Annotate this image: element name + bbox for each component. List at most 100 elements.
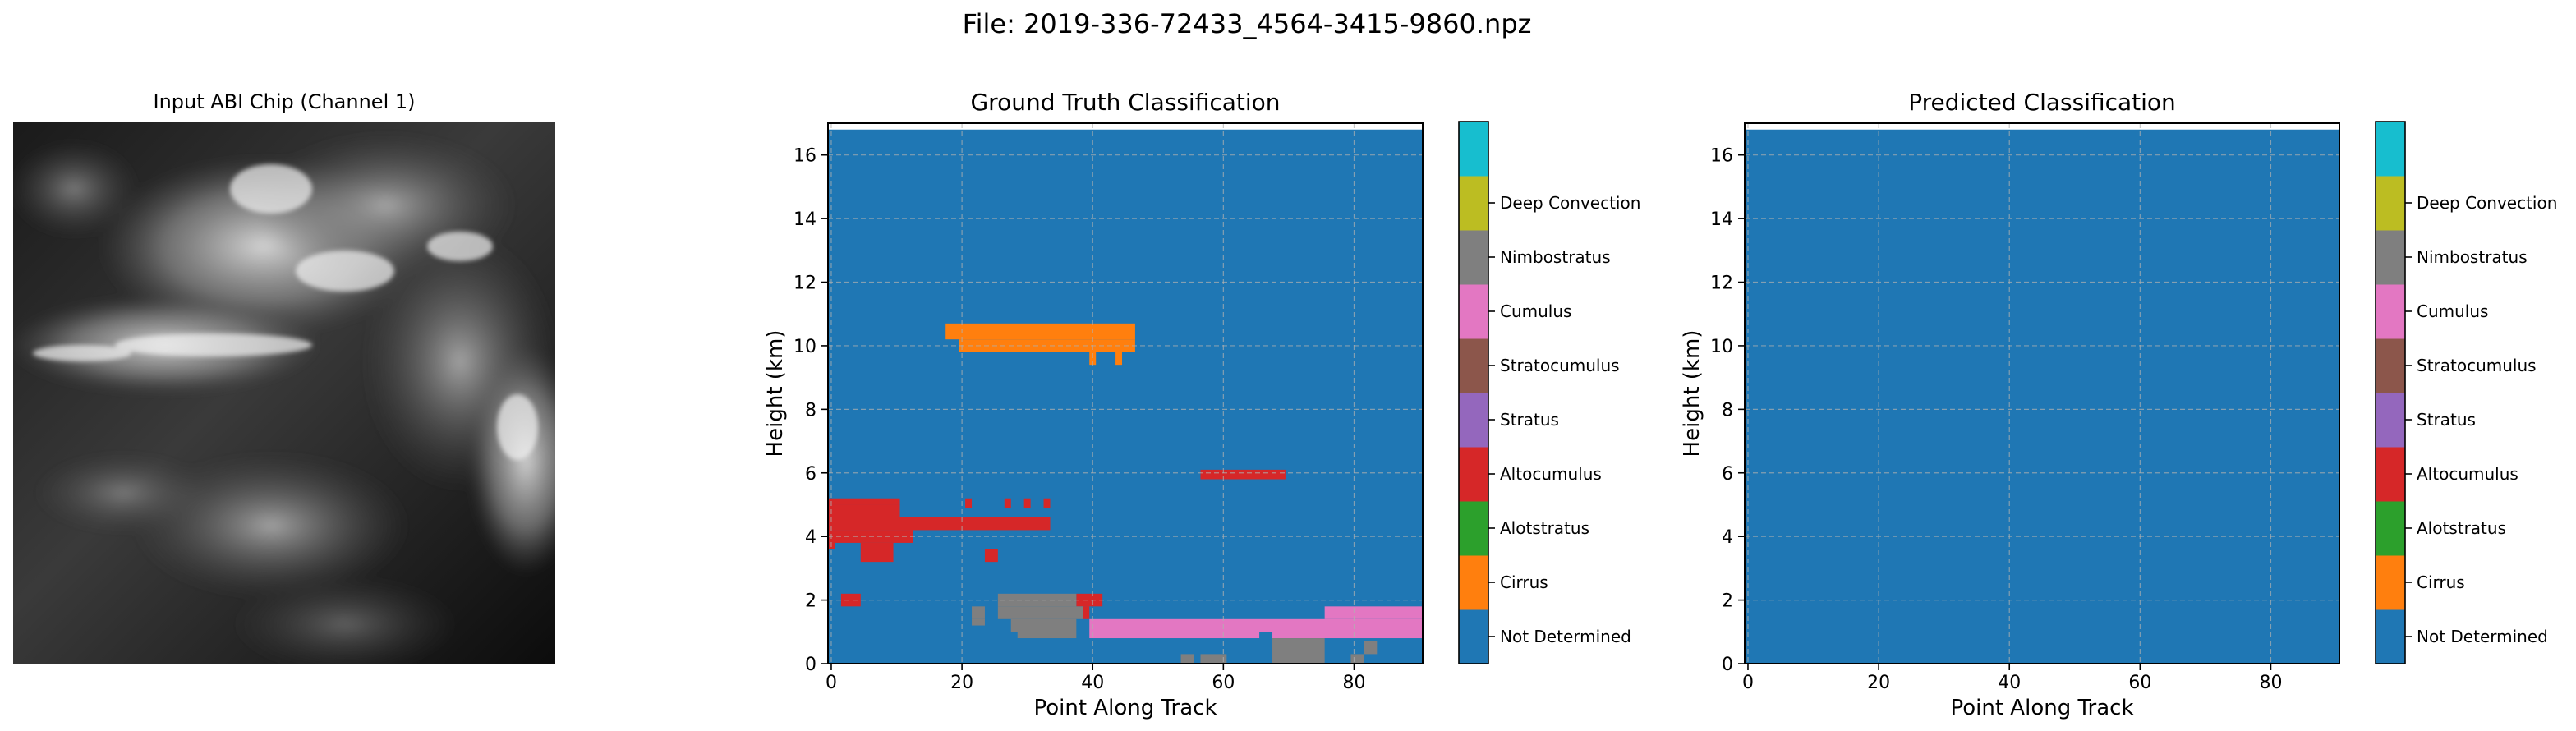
class-region-altocumulus [1043, 498, 1051, 508]
x-tick-label: 80 [2259, 673, 2282, 693]
y-tick-label: 6 [805, 464, 816, 485]
class-region-altocumulus [1083, 606, 1090, 619]
predicted-plot: 0 20 40 60 80 0 2 4 6 8 10 12 14 16 Point Along Trac… [1680, 89, 2557, 720]
colorbar-swatch [1459, 122, 1488, 177]
x-tick-label: 20 [950, 673, 973, 693]
colorbar-label: Altocumulus [2417, 464, 2518, 484]
colorbar-swatch [1459, 555, 1488, 610]
class-region-nimbostratus [1272, 638, 1325, 664]
colorbar-swatch [2376, 555, 2405, 610]
y-tick-label: 12 [794, 274, 816, 294]
class-region-altocumulus [860, 542, 894, 549]
class-region-nimbostratus [972, 606, 985, 619]
class-region-altocumulus [1004, 498, 1011, 508]
background-class-fill [828, 129, 1423, 664]
colorbar: Not Determined Cirrus Alotstratus Altocumul… [2375, 121, 2557, 664]
colorbar-swatch [2376, 447, 2405, 502]
colorbar-label: Altocumulus [1500, 464, 1602, 484]
colorbar-swatch [2376, 176, 2405, 231]
class-region-nimbostratus [1180, 654, 1194, 664]
colorbar-label: Cirrus [1500, 572, 1548, 592]
class-region-altocumulus [965, 498, 973, 508]
colorbar-label: Alotstratus [1500, 518, 1589, 538]
colorbar-swatch [1459, 501, 1488, 556]
x-tick-label: 20 [1867, 673, 1890, 693]
class-region-cumulus [1089, 632, 1260, 639]
class-region-altocumulus [840, 593, 861, 607]
colorbar-swatch [1459, 338, 1488, 393]
x-axis-ticks: 0 20 40 60 80 [1742, 664, 2282, 693]
class-region-altocumulus [1200, 469, 1286, 480]
ground-truth-plot: 0 20 40 60 80 0 2 4 6 8 10 12 14 16 Point Along Trac… [763, 89, 1640, 720]
class-region-cumulus [1324, 606, 1423, 619]
class-region-altocumulus [828, 517, 1051, 531]
x-tick-label: 60 [2128, 673, 2151, 693]
background-class-fill [1745, 129, 2339, 664]
class-region-altocumulus [828, 498, 900, 505]
y-axis-ticks: 0 2 4 6 8 10 12 14 16 [1710, 146, 1745, 675]
class-region-nimbostratus [1350, 654, 1364, 664]
class-region-altocumulus [1024, 498, 1031, 508]
x-tick-label: 80 [1342, 673, 1365, 693]
colorbar-swatch [2376, 230, 2405, 285]
x-axis-label: Point Along Track [1950, 696, 2133, 720]
colorbar-label: Cumulus [1500, 301, 1571, 321]
colorbar-swatch [1459, 393, 1488, 448]
plot-title: Predicted Classification [1908, 89, 2176, 116]
y-tick-label: 16 [1710, 146, 1733, 167]
colorbar-label: Stratus [2417, 410, 2476, 430]
colorbar-label: Stratocumulus [1500, 356, 1620, 375]
x-tick-label: 0 [1742, 673, 1754, 693]
colorbar-label: Stratocumulus [2417, 356, 2537, 375]
abi-chip-title: Input ABI Chip (Channel 1) [153, 90, 415, 113]
x-axis-label: Point Along Track [1033, 696, 1217, 720]
colorbar-swatch [1459, 284, 1488, 339]
x-tick-label: 40 [1081, 673, 1104, 693]
colorbar-label: Cumulus [2417, 301, 2488, 321]
y-tick-label: 0 [1722, 655, 1733, 675]
colorbar-label: Alotstratus [2417, 518, 2506, 538]
grid-lines [1745, 123, 2339, 664]
y-tick-label: 10 [1710, 337, 1733, 357]
colorbar-label: Nimbostratus [1500, 247, 1611, 267]
y-axis-ticks: 0 2 4 6 8 10 12 14 16 [794, 146, 828, 675]
colorbar-swatch [2376, 338, 2405, 393]
class-region-altocumulus [828, 504, 900, 517]
colorbar: Not Determined Cirrus Alotstratus Altocumul… [1458, 121, 1640, 664]
class-region-altocumulus [984, 549, 998, 563]
colorbar-label: Deep Convection [2417, 193, 2557, 213]
y-tick-label: 14 [1710, 209, 1733, 230]
x-tick-label: 0 [826, 673, 837, 693]
colorbar-swatch [1459, 230, 1488, 285]
y-tick-label: 12 [1710, 274, 1733, 294]
x-tick-label: 40 [1998, 673, 2021, 693]
class-region-nimbostratus [997, 606, 1083, 619]
class-region-cirrus [1089, 352, 1097, 366]
class-region-nimbostratus [972, 618, 985, 626]
colorbar-swatch [2376, 393, 2405, 448]
y-tick-label: 4 [1722, 527, 1733, 548]
colorbar-label: Cirrus [2417, 572, 2465, 592]
plot-frame-border [827, 122, 1424, 664]
colorbar-label: Not Determined [1500, 627, 1631, 646]
x-axis-ticks: 0 20 40 60 80 [826, 664, 1365, 693]
y-tick-label: 10 [794, 337, 816, 357]
y-tick-label: 2 [805, 591, 816, 612]
colorbar-swatch [2376, 122, 2405, 177]
colorbar-label: Nimbostratus [2417, 247, 2528, 267]
plot-title: Ground Truth Classification [970, 89, 1280, 116]
y-tick-label: 14 [794, 209, 816, 230]
y-tick-label: 0 [805, 655, 816, 675]
colorbar-swatch [1459, 609, 1488, 664]
class-region-cirrus [959, 339, 1135, 352]
abi-chip-panel: Input ABI Chip (Channel 1) [13, 90, 555, 664]
class-region-cumulus [1089, 618, 1423, 632]
colorbar-swatch [1459, 176, 1488, 231]
class-region-nimbostratus [1017, 632, 1077, 639]
colorbar-swatch [1459, 447, 1488, 502]
colorbar-label: Deep Convection [1500, 193, 1640, 213]
x-tick-label: 60 [1212, 673, 1235, 693]
colorbar-border [1458, 121, 1489, 664]
class-region-cirrus [1116, 352, 1123, 366]
